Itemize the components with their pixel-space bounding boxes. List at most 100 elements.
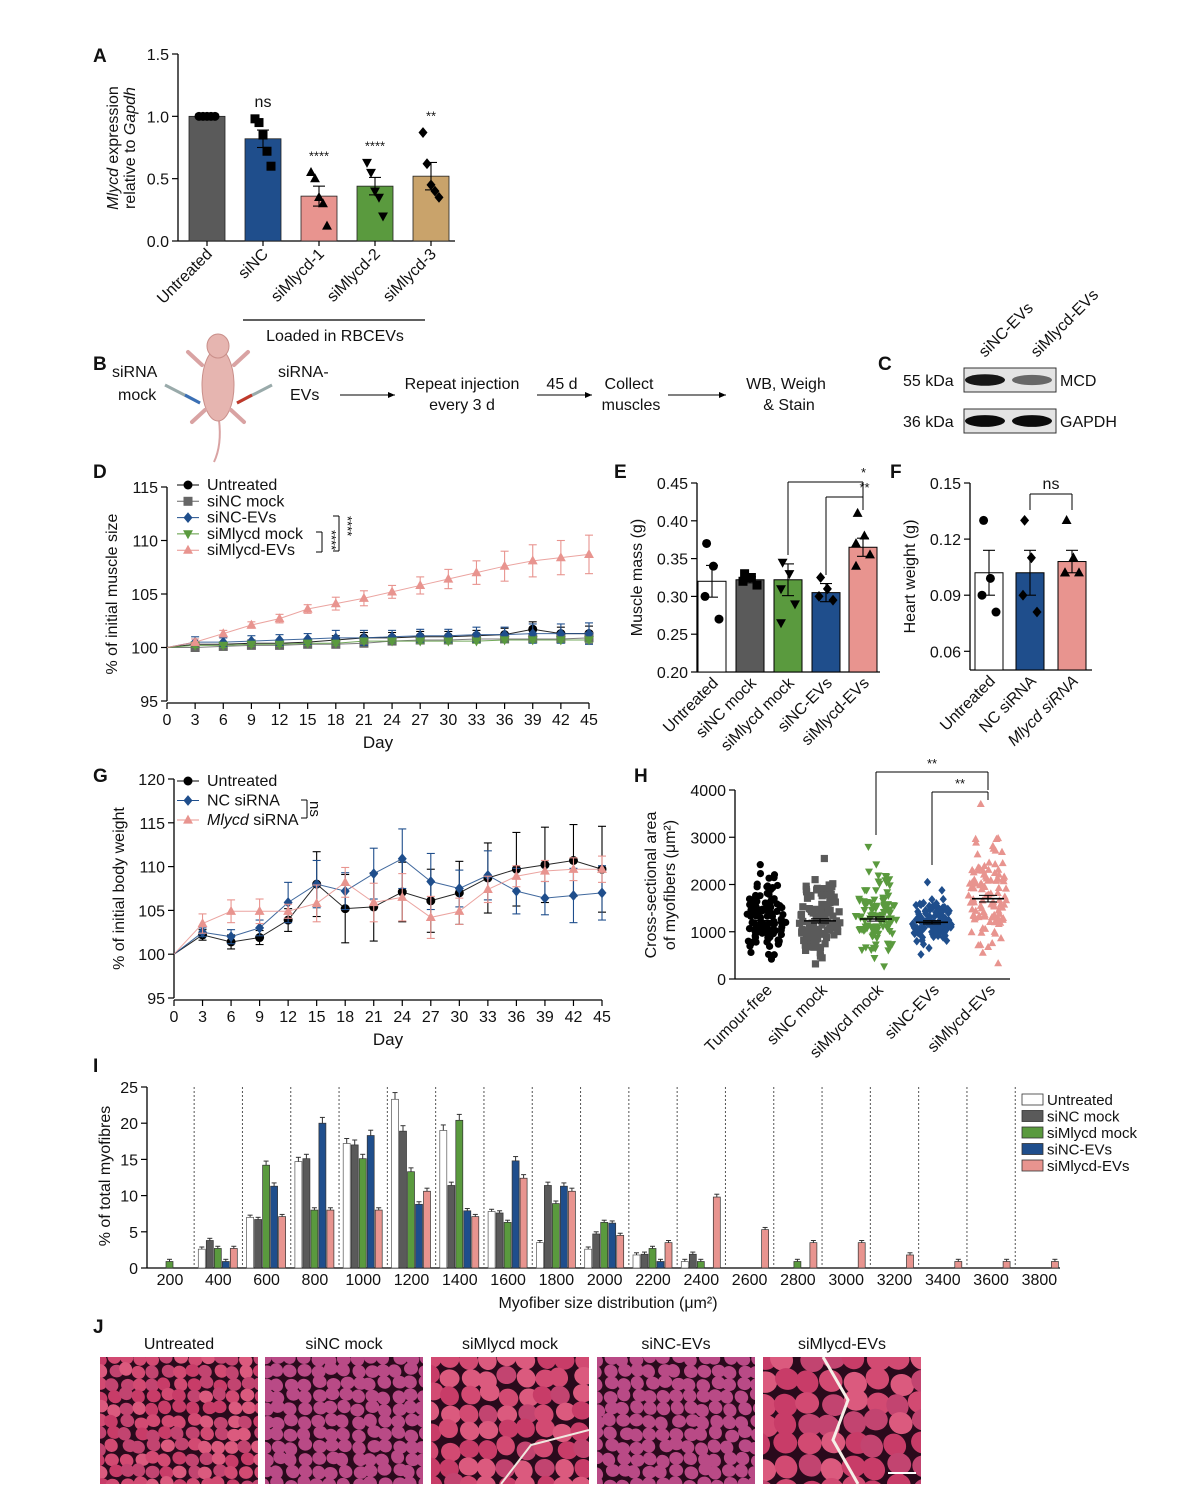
muscle-fiber — [553, 1488, 579, 1512]
muscle-fiber — [100, 1425, 107, 1439]
muscle-fiber — [416, 1490, 433, 1506]
muscle-fiber — [642, 1357, 657, 1364]
muscle-fiber — [157, 1377, 171, 1391]
muscle-fiber — [265, 1427, 273, 1441]
data-point — [584, 628, 594, 639]
muscle-fiber — [516, 1368, 536, 1388]
muscle-fiber — [284, 1479, 299, 1484]
muscle-fiber — [107, 1357, 121, 1364]
muscle-fiber — [79, 1351, 97, 1369]
bar — [1002, 1261, 1011, 1269]
muscle-fiber — [336, 1477, 350, 1484]
x-tick-label: siMlycd-2 — [324, 246, 384, 306]
muscle-fiber — [642, 1465, 657, 1479]
y-axis-label: Heart weight (g) — [902, 520, 919, 634]
step-wb-weigh-stain: WB, Weigh — [746, 376, 826, 393]
muscle-fiber — [775, 1368, 799, 1390]
data-point — [831, 898, 839, 906]
legend-marker — [183, 496, 193, 506]
muscle-fiber — [575, 1357, 589, 1371]
x-axis-label: Day — [363, 733, 394, 752]
muscle-fiber — [107, 1425, 121, 1439]
data-point — [782, 918, 790, 927]
data-point — [816, 572, 826, 583]
muscle-fiber — [265, 1453, 274, 1467]
muscle-fiber — [100, 1357, 107, 1367]
muscle-fiber — [431, 1457, 441, 1477]
muscle-fiber — [253, 1364, 258, 1378]
muscle-fiber — [736, 1357, 751, 1366]
muscle-fiber — [376, 1391, 391, 1405]
bar — [906, 1254, 914, 1269]
data-point — [992, 834, 1001, 843]
muscle-fiber — [629, 1413, 644, 1427]
muscle-fiber — [418, 1375, 423, 1389]
data-point — [777, 930, 785, 939]
muscle-fiber — [534, 1404, 554, 1424]
muscle-fiber — [103, 1337, 122, 1356]
data-point — [330, 598, 341, 608]
data-point — [218, 628, 229, 638]
muscle-fiber — [418, 1365, 423, 1379]
muscle-fiber — [120, 1414, 135, 1428]
muscle-fiber — [312, 1451, 327, 1465]
muscle-fiber — [271, 1357, 286, 1364]
muscle-fiber — [225, 1366, 239, 1380]
muscle-fiber — [158, 1400, 172, 1415]
muscle-fiber — [377, 1463, 392, 1476]
x-tick-label: 27 — [411, 712, 429, 729]
muscle-fiber — [187, 1378, 202, 1392]
muscle-fiber — [597, 1451, 604, 1465]
y-tick-label: 0.30 — [657, 589, 688, 606]
muscle-fiber — [391, 1425, 406, 1439]
muscle-fiber — [251, 1488, 267, 1503]
muscle-fiber — [119, 1453, 134, 1468]
muscle-fiber — [185, 1364, 200, 1377]
data-point — [807, 907, 816, 916]
muscle-fiber — [750, 1378, 755, 1392]
data-point — [812, 905, 820, 913]
data-point — [584, 636, 594, 646]
muscle-fiber — [309, 1478, 324, 1484]
muscle-fiber — [119, 1387, 133, 1401]
muscle-fiber — [161, 1415, 176, 1428]
significance-label: ns — [1043, 476, 1060, 493]
data-point — [974, 863, 983, 871]
data-point — [946, 919, 954, 928]
data-point — [941, 931, 949, 940]
muscle-fiber — [120, 1463, 135, 1477]
muscle-fiber — [335, 1414, 349, 1429]
y-tick-label: 5 — [129, 1225, 138, 1242]
data-point — [879, 894, 888, 902]
data-point — [886, 909, 895, 917]
muscle-fiber — [199, 1415, 214, 1429]
bar — [463, 1210, 472, 1269]
data-point — [834, 927, 842, 936]
muscle-fiber — [224, 1465, 238, 1480]
mock-label: siRNA — [112, 364, 158, 381]
bar — [205, 1240, 214, 1269]
muscle-fiber — [78, 1440, 97, 1458]
muscle-fiber — [131, 1440, 145, 1454]
data-point — [984, 876, 993, 884]
data-point — [767, 903, 775, 911]
muscle-fiber — [630, 1400, 644, 1414]
histology-image — [78, 1337, 267, 1503]
data-point — [858, 926, 866, 934]
y-tick-label: 0.0 — [147, 234, 169, 251]
muscle-fiber — [616, 1479, 630, 1484]
bar — [632, 1254, 641, 1269]
x-tick-label: siMlycd-3 — [380, 246, 440, 306]
data-point — [374, 193, 384, 203]
muscle-fiber — [269, 1363, 284, 1377]
syringe-right-fluid — [236, 393, 253, 405]
data-point — [979, 907, 988, 916]
muscle-fiber — [478, 1404, 498, 1425]
muscle-fiber — [240, 1452, 255, 1466]
muscle-fiber — [697, 1476, 712, 1484]
blot-band — [1012, 374, 1052, 386]
muscle-fiber — [225, 1390, 240, 1404]
muscle-fiber — [773, 1393, 798, 1417]
muscle-fiber — [213, 1339, 229, 1354]
bar — [648, 1248, 657, 1269]
